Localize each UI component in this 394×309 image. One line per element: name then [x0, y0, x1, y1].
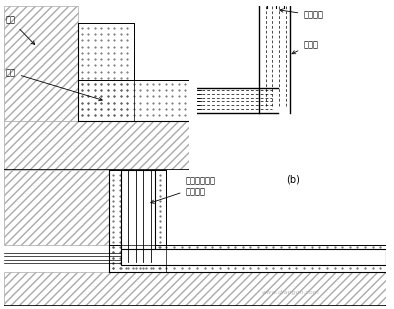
- Bar: [78, 80, 189, 121]
- Text: (b): (b): [286, 175, 301, 185]
- Bar: [4, 170, 109, 245]
- Text: 布线管: 布线管: [292, 40, 318, 54]
- Text: 有导线布线管
放入线槽: 有导线布线管 放入线槽: [151, 176, 216, 203]
- Text: 导线穿入: 导线穿入: [280, 9, 323, 20]
- Bar: [4, 121, 189, 170]
- Bar: [121, 170, 155, 262]
- Bar: [109, 245, 386, 272]
- Bar: [4, 6, 78, 121]
- Bar: [109, 170, 166, 272]
- Bar: [4, 272, 386, 306]
- Text: www.diangon.com: www.diangon.com: [262, 290, 320, 295]
- Text: 线槽: 线槽: [6, 68, 102, 101]
- Text: (a): (a): [90, 175, 103, 185]
- Text: 墙面: 墙面: [6, 15, 35, 44]
- Bar: [121, 249, 386, 265]
- Bar: [78, 23, 134, 121]
